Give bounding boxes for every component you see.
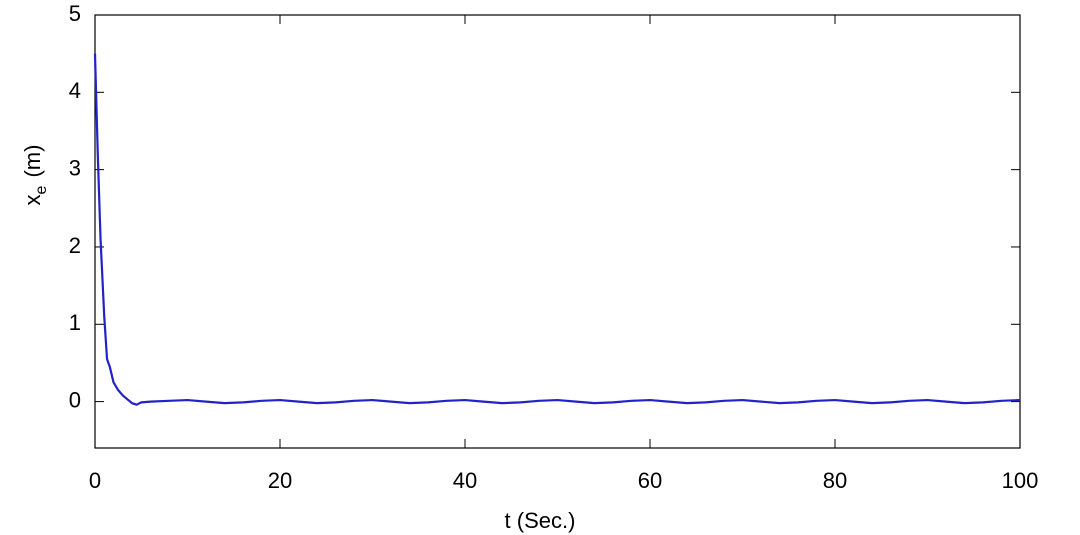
- plot-frame: [94, 14, 1021, 449]
- y-tick-label: 3: [69, 155, 81, 180]
- y-tick-label: 0: [69, 387, 81, 412]
- x-tick-label: 100: [1002, 468, 1039, 493]
- y-axis-label: xe(m): [20, 145, 50, 206]
- data-line: [93, 53, 1021, 406]
- x-tick-label: 40: [453, 468, 477, 493]
- x-axis-label: t (Sec.): [505, 508, 576, 533]
- x-tick-label: 60: [638, 468, 662, 493]
- x-tick-label: 0: [89, 468, 101, 493]
- x-tick-label: 20: [268, 468, 292, 493]
- y-tick-label: 1: [69, 310, 81, 335]
- y-tick-label: 5: [69, 1, 81, 26]
- y-tick-label: 2: [69, 233, 81, 258]
- y-tick-label: 4: [69, 78, 81, 103]
- x-tick-label: 80: [823, 468, 847, 493]
